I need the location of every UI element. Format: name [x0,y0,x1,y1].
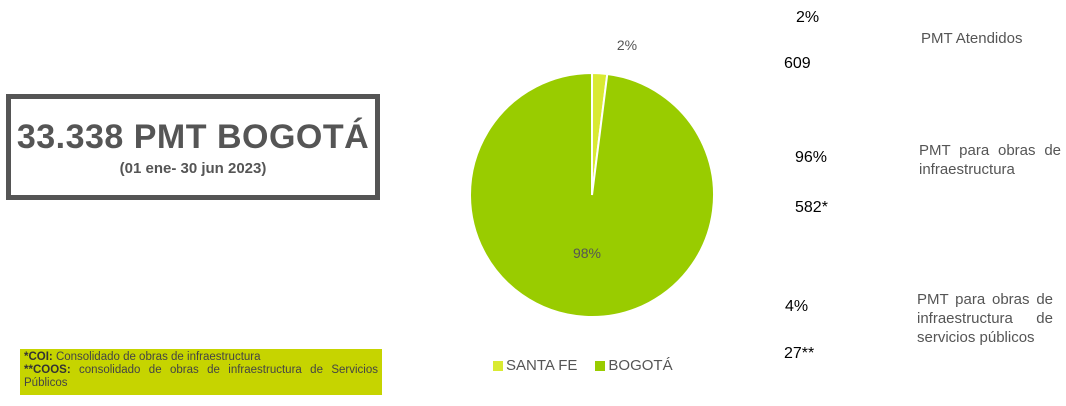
legend-swatch-bogota [595,360,606,371]
stat-attended-count: 609 [784,55,811,72]
stat-public-services-percent: 4% [785,298,809,315]
note-coos-text: consolidado de obras de infraestructura … [24,364,378,389]
legend-label-santa-fe: SANTA FE [506,357,578,374]
stat-public-services-description: PMT para obras de infraestructura de ser… [917,291,1053,346]
stat-infrastructure-percent: 96% [795,149,828,166]
stat-infrastructure-description: PMT para obras de infraestructura [919,142,1061,178]
note-coi-text: Consolidado de obras de infraestructura [52,351,261,363]
stat-public-services-count: 27** [784,345,815,362]
legend-item-santa-fe: SANTA FE [493,357,577,374]
note-coos-label: **COOS: [24,364,71,376]
page-title: 33.338 PMT BOGOTÁ [16,117,370,156]
legend-swatch-santa-fe [493,360,503,371]
note-coos: **COOS: consolidado de obras de infraest… [24,364,378,390]
note-coi: *COI: Consolidado de obras de infraestru… [24,351,378,364]
pie-label-bogot-: 98% [573,245,601,261]
legend-item-bogota: BOGOTÁ [595,357,673,374]
pie-label-santa-fe: 2% [617,37,637,53]
chart-legend: SANTA FE BOGOTÁ [493,357,673,374]
pie-chart: 2% 98% [469,37,715,318]
stat-attended-description: PMT Atendidos [921,30,1023,47]
title-box: 33.338 PMT BOGOTÁ (01 ene- 30 jun 2023) [6,94,380,200]
date-range: (01 ene- 30 jun 2023) [119,159,267,177]
legend-label-bogota: BOGOTÁ [608,357,673,374]
pie-slice-bogot- [469,71,715,318]
note-coi-label: *COI: [24,351,53,363]
stat-attended-percent: 2% [796,9,820,26]
pie-slices [469,71,715,318]
stat-infrastructure-count: 582* [795,199,828,216]
footnotes: *COI: Consolidado de obras de infraestru… [20,349,382,395]
pie-labels: 2% 98% [573,37,637,261]
